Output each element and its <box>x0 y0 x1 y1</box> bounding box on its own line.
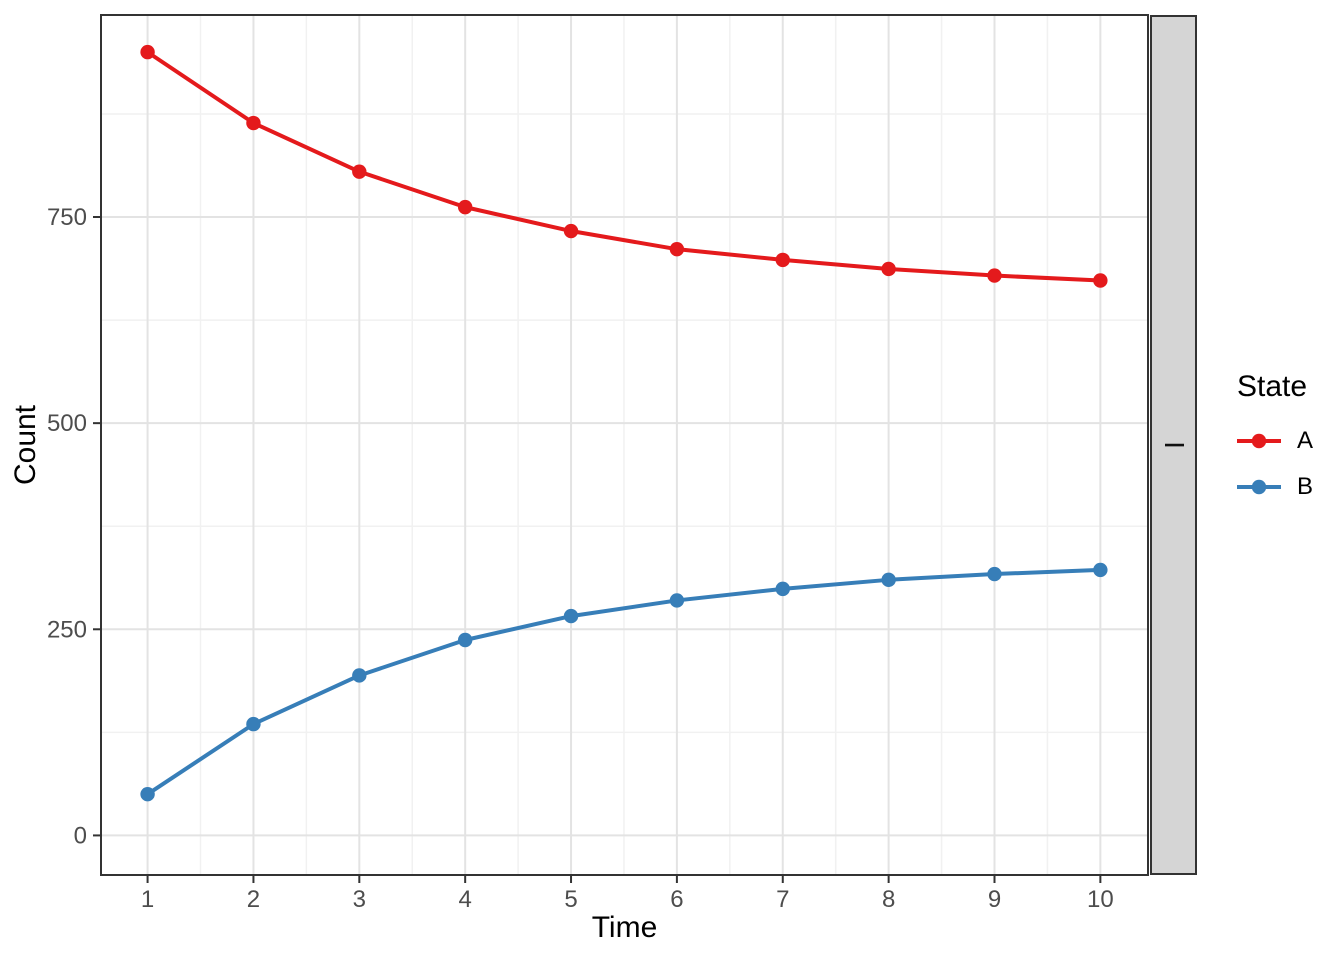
x-tick-label: 4 <box>458 886 471 913</box>
x-tick-label: 10 <box>1087 886 1114 913</box>
series-a-point <box>669 241 685 257</box>
legend-key-point <box>1251 433 1267 449</box>
legend-label-b: B <box>1297 473 1314 500</box>
legend-key-a <box>1237 433 1281 449</box>
series-a-point <box>140 44 155 60</box>
series-a-line <box>146 50 1101 283</box>
series-b-point <box>140 786 155 802</box>
series-a-point <box>881 261 896 277</box>
legend-key-point <box>1251 479 1267 495</box>
series-b-line <box>146 567 1101 796</box>
x-tick-label: 1 <box>141 886 154 913</box>
y-tick-label: 250 <box>47 616 87 643</box>
facet-strip: I <box>1150 15 1197 875</box>
y-axis-title: Count <box>9 404 42 486</box>
x-tick-label: 2 <box>247 886 260 913</box>
series-a-point <box>352 164 367 179</box>
series-b-point <box>775 581 790 597</box>
legend-key-b <box>1237 479 1281 495</box>
series-b-point <box>669 593 685 608</box>
facet-strip-label: I <box>1158 441 1190 449</box>
x-tick-label: 5 <box>564 886 577 913</box>
x-tick-label: 8 <box>882 886 895 913</box>
y-tick-label: 0 <box>74 822 87 849</box>
series-a-point <box>563 223 579 239</box>
series-b-point <box>987 566 1002 582</box>
x-tick-label: 6 <box>670 886 683 913</box>
panel-border <box>100 14 1149 876</box>
series-a-point <box>246 115 261 131</box>
y-tick-label: 750 <box>47 204 87 231</box>
x-axis-title: Time <box>591 911 658 944</box>
series-a-point <box>1093 273 1108 288</box>
series-b-point <box>1093 562 1108 578</box>
series-a-point <box>775 252 790 268</box>
series-b-point <box>246 716 261 732</box>
x-tick-label: 3 <box>353 886 366 913</box>
series-b-point <box>563 608 579 624</box>
legend-title: State <box>1237 370 1308 403</box>
series-a-point <box>457 199 473 215</box>
x-tick-label: 7 <box>776 886 789 913</box>
legend-entry-b: B <box>1237 472 1313 502</box>
legend-entry-a: A <box>1237 426 1313 456</box>
series-a-point <box>987 268 1002 283</box>
legend-label-a: A <box>1297 427 1314 454</box>
series-b-point <box>881 572 896 588</box>
y-tick-label: 500 <box>47 410 87 437</box>
series-b-point <box>457 632 473 648</box>
x-tick-label: 9 <box>988 886 1001 913</box>
series-b-point <box>352 668 367 683</box>
